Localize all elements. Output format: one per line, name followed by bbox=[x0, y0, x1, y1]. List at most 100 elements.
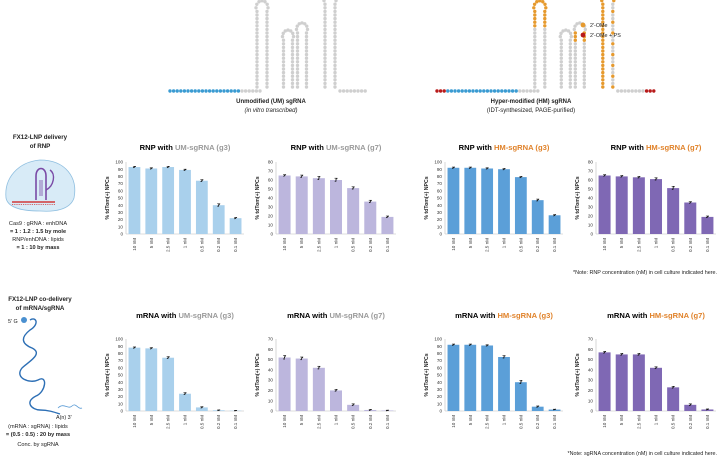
replicate-point bbox=[537, 405, 540, 407]
chart-title-suffix: UM-sgRNA (g3) bbox=[175, 143, 231, 152]
nucleotide bbox=[281, 85, 286, 89]
nucleotide bbox=[582, 67, 586, 71]
x-tick-label: 5 nM bbox=[149, 238, 154, 248]
nucleotide bbox=[265, 13, 269, 17]
y-tick-label: 20 bbox=[437, 217, 443, 222]
bar bbox=[531, 406, 544, 411]
nucleotide bbox=[566, 29, 571, 33]
bar bbox=[650, 367, 662, 411]
y-tick-label: 10 bbox=[118, 401, 124, 406]
replicate-point bbox=[638, 176, 640, 178]
nucleotide bbox=[333, 70, 337, 75]
bar-chart: RNP with HM-sgRNA (g3) 0 10 20 30 40 50 60 70 80 9… bbox=[424, 143, 563, 252]
bar bbox=[312, 367, 325, 411]
replicate-point bbox=[621, 175, 624, 177]
nucleotide bbox=[533, 74, 537, 78]
replicate-point bbox=[133, 166, 135, 168]
nucleotide bbox=[601, 2, 605, 6]
y-tick-label: 80 bbox=[588, 160, 594, 165]
replicate-point bbox=[554, 408, 556, 410]
y-tick-label: 40 bbox=[588, 196, 594, 201]
bar bbox=[684, 202, 697, 234]
bar bbox=[615, 354, 628, 411]
nucleotide bbox=[568, 67, 572, 71]
nucleotide bbox=[568, 45, 572, 50]
nucleotide bbox=[304, 52, 309, 57]
nucleotide bbox=[533, 60, 537, 64]
y-tick-label: 10 bbox=[588, 398, 594, 403]
nucleotide bbox=[533, 70, 537, 75]
nucleotide bbox=[559, 31, 563, 36]
replicate-point bbox=[487, 344, 489, 346]
replicate-point bbox=[218, 409, 221, 411]
nucleotide bbox=[514, 89, 518, 93]
nucleotide bbox=[352, 89, 357, 93]
nucleotide bbox=[281, 81, 286, 86]
y-tick-label: 30 bbox=[437, 387, 443, 392]
bar bbox=[667, 188, 680, 234]
nucleotide bbox=[295, 60, 300, 64]
chart-title-prefix: RNP with bbox=[291, 143, 326, 152]
bar bbox=[667, 387, 680, 411]
nucleotide bbox=[323, 63, 327, 68]
nucleotide bbox=[333, 20, 337, 24]
nucleotide bbox=[333, 2, 337, 6]
bar bbox=[212, 205, 225, 234]
x-tick-label: 0.5 nM bbox=[199, 238, 204, 252]
nucleotide bbox=[225, 89, 230, 93]
nucleotide bbox=[637, 89, 642, 93]
x-tick-label: 10 nM bbox=[282, 238, 287, 251]
bar bbox=[278, 175, 291, 234]
nucleotide bbox=[611, 42, 615, 46]
replicate-point bbox=[284, 355, 286, 357]
nucleotide bbox=[323, 13, 327, 17]
chart-title-prefix: mRNA with bbox=[455, 311, 497, 320]
x-tick-label: 1 nM bbox=[654, 238, 659, 248]
bar bbox=[295, 176, 308, 234]
nucleotide bbox=[573, 49, 577, 53]
nucleotide bbox=[255, 74, 259, 78]
replicate-point bbox=[603, 175, 605, 177]
replicate-point bbox=[604, 174, 606, 176]
nucleotide bbox=[536, 89, 540, 93]
x-tick-label: 1 nM bbox=[334, 415, 339, 425]
bar bbox=[481, 168, 494, 234]
bar bbox=[330, 180, 342, 234]
nucleotide bbox=[601, 42, 605, 46]
nucleotide bbox=[168, 89, 172, 93]
x-tick-label: 2.5 nM bbox=[166, 415, 171, 429]
bar-chart: mRNA with UM-sgRNA (g3) 0 10 20 30 40 50 60 70 80… bbox=[105, 311, 244, 429]
rnp-complex-illustration bbox=[5, 159, 76, 212]
nucleotide bbox=[532, 6, 536, 10]
replicate-point bbox=[202, 179, 204, 181]
nucleotide bbox=[334, 0, 338, 3]
replicate-point bbox=[553, 215, 555, 217]
nucleotide bbox=[573, 74, 577, 78]
nucleotide bbox=[290, 74, 295, 78]
nucleotide bbox=[611, 78, 615, 82]
nucleotide bbox=[258, 89, 262, 93]
nucleotide bbox=[541, 0, 545, 4]
nucleotide bbox=[255, 2, 259, 6]
nucleotide bbox=[281, 38, 286, 42]
y-tick-label: 10 bbox=[268, 398, 274, 403]
legend-ome-label: 2'-OMe bbox=[590, 23, 608, 29]
bar bbox=[179, 393, 191, 411]
chart-title: RNP with UM-sgRNA (g3) bbox=[140, 143, 231, 152]
y-tick-label: 20 bbox=[437, 394, 443, 399]
nucleotide bbox=[648, 89, 652, 93]
row1-ratio-line4: = 1 : 10 by mass bbox=[16, 245, 59, 251]
nucleotide bbox=[265, 56, 269, 60]
y-tick-label: 70 bbox=[268, 337, 274, 342]
nucleotide bbox=[218, 89, 223, 93]
nucleotide bbox=[333, 78, 337, 82]
nucleotide bbox=[543, 52, 547, 57]
replicate-point bbox=[486, 344, 488, 347]
nucleotide bbox=[304, 67, 309, 71]
replicate-point bbox=[370, 200, 372, 202]
nucleotide bbox=[290, 60, 295, 64]
y-tick-label: 40 bbox=[268, 367, 274, 372]
nucleotide bbox=[290, 70, 295, 75]
nucleotide bbox=[290, 42, 295, 46]
nucleotide bbox=[568, 52, 572, 57]
